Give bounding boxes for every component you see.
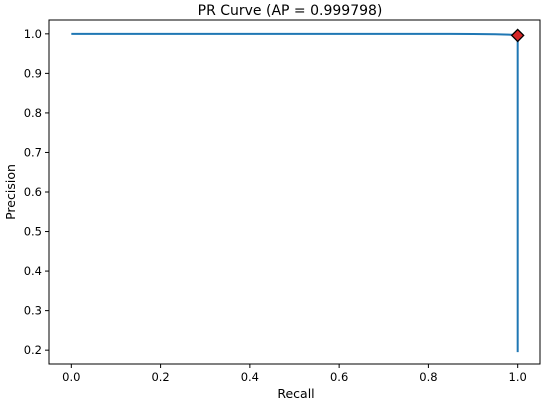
- x-tick-label: 0.4: [241, 370, 259, 384]
- y-tick-label: 0.9: [24, 66, 42, 80]
- x-tick-label: 0.8: [419, 370, 437, 384]
- x-tick-label: 0.2: [151, 370, 169, 384]
- y-tick-label: 0.3: [24, 304, 42, 318]
- plot-frame: [48, 19, 541, 365]
- y-tick-label: 0.8: [24, 106, 42, 120]
- x-tick-label: 1.0: [509, 370, 527, 384]
- y-axis-label: Precision: [3, 164, 18, 220]
- y-tick-label: 0.5: [24, 225, 42, 239]
- x-axis-label: Recall: [277, 386, 314, 401]
- best-point-marker: [510, 28, 525, 43]
- chart-title: PR Curve (AP = 0.999798): [198, 3, 383, 19]
- y-tick-label: 0.4: [24, 264, 42, 278]
- y-tick-label: 0.2: [24, 343, 42, 357]
- y-tick-label: 0.6: [24, 185, 42, 199]
- plot-area: 0.0 0.2 0.4 0.6 0.8 1.0 0.2 0.3 0.4 0.5 0.6 0.7 0.8 0…: [24, 19, 541, 384]
- y-tick-label: 1.0: [24, 27, 42, 41]
- pr-curve-line: [71, 32, 519, 353]
- x-tick-label: 0.6: [330, 370, 348, 384]
- x-tick-label: 0.0: [62, 370, 80, 384]
- y-tick-label: 0.7: [24, 145, 42, 159]
